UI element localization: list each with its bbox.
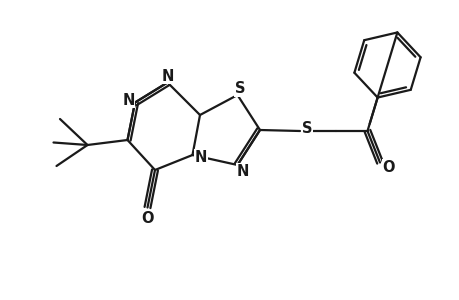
Text: N: N	[161, 68, 174, 83]
Text: N: N	[122, 92, 134, 107]
Text: O: O	[141, 211, 153, 226]
Text: S: S	[234, 81, 245, 96]
Text: N: N	[236, 164, 248, 179]
Text: S: S	[301, 121, 312, 136]
Text: O: O	[382, 160, 394, 175]
Text: N: N	[195, 150, 207, 165]
